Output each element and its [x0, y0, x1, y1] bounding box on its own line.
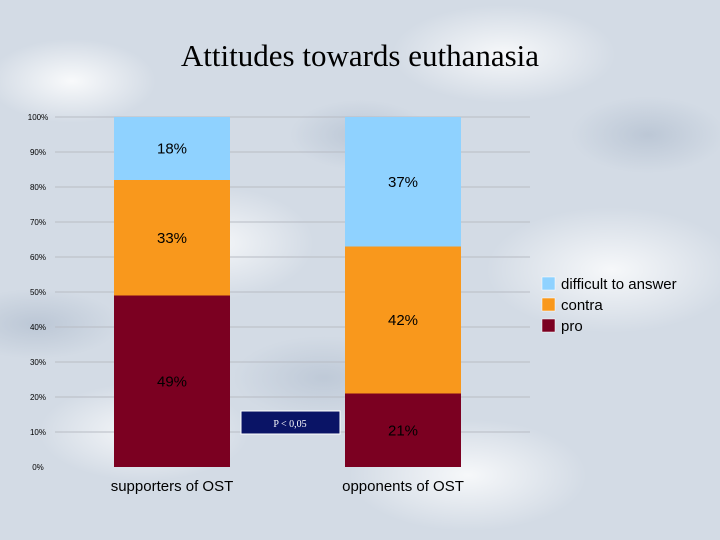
y-tick-label: 60%: [30, 253, 46, 262]
legend-label: pro: [561, 318, 583, 335]
bar-segment-contra: [345, 246, 461, 394]
data-label: 18%: [157, 141, 187, 158]
data-label: 33%: [157, 230, 187, 247]
data-label: 21%: [388, 422, 418, 439]
legend-swatch: [541, 276, 556, 291]
legend-swatch: [541, 318, 556, 333]
p-value-text: P < 0,05: [273, 419, 306, 430]
category-label: opponents of OST: [342, 478, 464, 495]
p-value-annotation: P < 0,05: [240, 410, 341, 435]
data-label: 49%: [157, 373, 187, 390]
legend-label: difficult to answer: [561, 276, 677, 293]
y-tick-label: 100%: [28, 113, 48, 122]
y-tick-label: 50%: [30, 288, 46, 297]
data-label: 37%: [388, 174, 418, 191]
p-value-box: [240, 410, 341, 435]
chart-title: Attitudes towards euthanasia: [180, 38, 540, 73]
category-label: supporters of OST: [111, 478, 234, 495]
bar-segment-difficult-to-answer: [114, 117, 230, 180]
category-labels: supporters of OST opponents of OST: [111, 478, 464, 495]
y-tick-label: 80%: [30, 183, 46, 192]
bar-segment-contra: [114, 180, 230, 296]
bar-segment-pro: [114, 295, 230, 467]
y-tick-label: 40%: [30, 323, 46, 332]
y-tick-label: 30%: [30, 358, 46, 367]
bars: [114, 117, 461, 467]
y-tick-label: 90%: [30, 148, 46, 157]
data-labels: 49% 33% 18% 21% 42% 37%: [157, 141, 418, 440]
y-axis-ticks: 0% 10% 20% 30% 40% 50% 60% 70% 80% 90% 100%: [28, 113, 48, 472]
legend: difficult to answer contra pro: [541, 276, 677, 335]
y-tick-label: 10%: [30, 428, 46, 437]
bar-segment-pro: [345, 393, 461, 467]
y-tick-label: 70%: [30, 218, 46, 227]
y-tick-label: 0%: [32, 463, 44, 472]
data-label: 42%: [388, 312, 418, 329]
bar-segment-difficult-to-answer: [345, 117, 461, 247]
legend-label: contra: [561, 297, 603, 314]
y-tick-label: 20%: [30, 393, 46, 402]
legend-swatch: [541, 297, 556, 312]
